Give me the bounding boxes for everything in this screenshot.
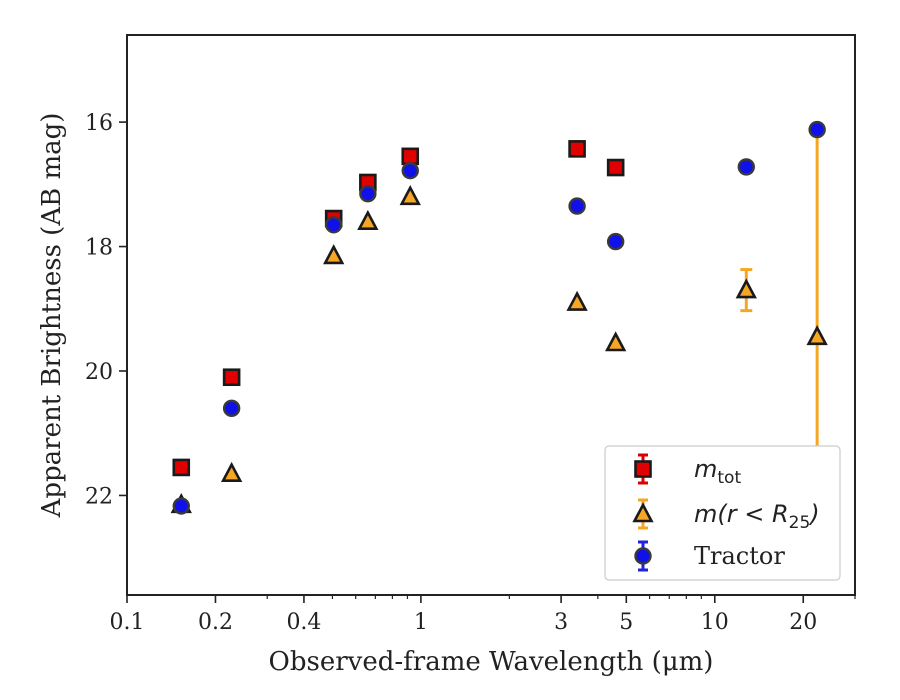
data-point bbox=[737, 158, 755, 176]
legend-label: mtot bbox=[694, 455, 741, 488]
x-axis-ticks: 0.1 0.2 0.4 1 3 5 10 20 bbox=[110, 595, 856, 635]
series-layer bbox=[170, 120, 828, 533]
legend-marker bbox=[634, 460, 652, 478]
data-point bbox=[806, 325, 828, 346]
legend-entries: mtot m(r < R25) Tractor bbox=[632, 453, 820, 572]
data-point bbox=[324, 216, 343, 234]
x-tick-label: 20 bbox=[789, 610, 817, 635]
data-point bbox=[568, 197, 586, 215]
legend-label: Tractor bbox=[694, 542, 785, 570]
data-point bbox=[401, 147, 420, 166]
data-point bbox=[222, 368, 241, 387]
data-point bbox=[220, 461, 243, 482]
x-tick-label: 1 bbox=[414, 610, 428, 635]
data-point bbox=[359, 184, 377, 203]
data-point bbox=[357, 209, 379, 230]
data-point bbox=[172, 497, 190, 515]
data-point bbox=[566, 290, 588, 311]
y-tick-label: 20 bbox=[85, 360, 113, 385]
data-point bbox=[606, 158, 625, 177]
y-axis-ticks: 16 18 20 22 bbox=[85, 111, 127, 509]
data-point bbox=[808, 120, 826, 139]
legend: mtot m(r < R25) Tractor bbox=[604, 445, 841, 581]
legend-marker bbox=[634, 547, 652, 565]
x-tick-label: 0.2 bbox=[198, 610, 233, 635]
data-point bbox=[605, 331, 627, 352]
x-tick-label: 3 bbox=[554, 610, 568, 635]
x-tick-label: 5 bbox=[619, 610, 633, 635]
legend-box bbox=[604, 445, 841, 581]
x-tick-label: 0.1 bbox=[110, 610, 145, 635]
legend-label: m(r < R25) bbox=[694, 500, 820, 533]
y-tick-label: 16 bbox=[85, 111, 113, 136]
series-tractor bbox=[172, 120, 826, 515]
data-point bbox=[222, 399, 241, 418]
data-point bbox=[735, 278, 757, 299]
x-axis-label: Observed-frame Wavelength (μm) bbox=[269, 647, 714, 677]
x-tick-label: 0.4 bbox=[286, 610, 321, 635]
data-point bbox=[399, 185, 421, 206]
legend-marker bbox=[632, 502, 654, 523]
y-axis-label: Apparent Brightness (AB mag) bbox=[37, 113, 67, 519]
data-point bbox=[323, 244, 345, 265]
x-tick-label: 10 bbox=[701, 610, 729, 635]
data-point bbox=[401, 161, 419, 180]
y-tick-label: 22 bbox=[85, 484, 113, 509]
plot-frame bbox=[126, 34, 856, 596]
y-tick-label: 18 bbox=[85, 236, 113, 261]
data-point bbox=[172, 458, 191, 477]
data-point bbox=[568, 140, 586, 158]
data-point bbox=[606, 232, 625, 251]
